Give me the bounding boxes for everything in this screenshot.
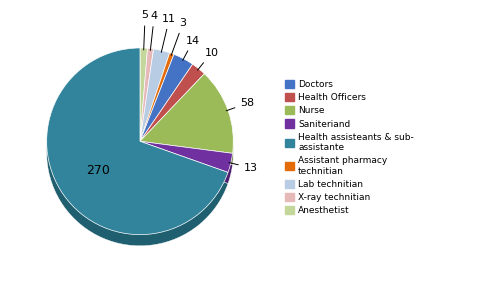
Wedge shape [140, 53, 174, 141]
Text: 11: 11 [162, 14, 176, 52]
Wedge shape [46, 48, 228, 235]
Wedge shape [140, 48, 147, 141]
Text: 3: 3 [171, 18, 186, 55]
Wedge shape [140, 85, 234, 165]
Text: 13: 13 [229, 163, 258, 173]
Wedge shape [140, 141, 232, 172]
Wedge shape [140, 59, 147, 153]
Wedge shape [140, 64, 174, 153]
Wedge shape [140, 76, 204, 153]
Text: 58: 58 [226, 98, 254, 111]
Wedge shape [140, 60, 153, 153]
Wedge shape [140, 74, 234, 153]
Legend: Doctors, Health Officers, Nurse, Saniteriand, Health assisteants & sub-
assistan: Doctors, Health Officers, Nurse, Saniter… [284, 80, 414, 215]
Text: 4: 4 [150, 11, 158, 50]
Wedge shape [46, 59, 228, 246]
Text: 5: 5 [142, 10, 148, 50]
Wedge shape [140, 48, 153, 141]
Text: 270: 270 [86, 164, 110, 177]
Wedge shape [140, 65, 192, 153]
Wedge shape [140, 153, 232, 183]
Wedge shape [140, 64, 204, 141]
Text: 14: 14 [182, 36, 200, 60]
Wedge shape [140, 54, 192, 141]
Wedge shape [140, 60, 170, 153]
Wedge shape [140, 49, 170, 141]
Text: 10: 10 [198, 48, 218, 70]
